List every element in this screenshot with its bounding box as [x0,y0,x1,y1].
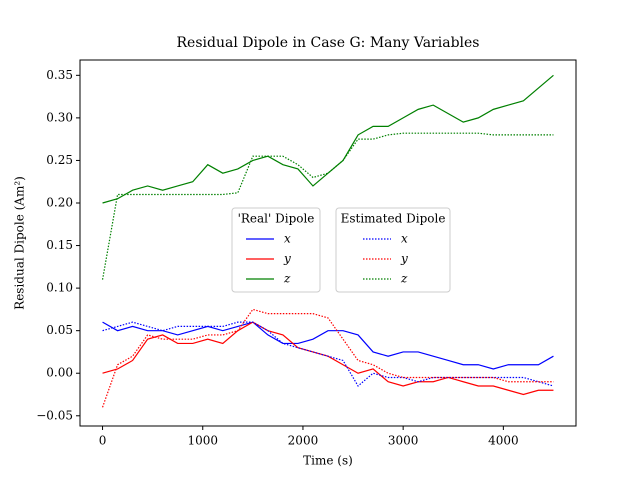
legend-title: Estimated Dipole [341,212,446,226]
x-tick-label: 0 [99,434,107,448]
chart-title: Residual Dipole in Case G: Many Variable… [177,35,480,51]
x-tick-label: 2000 [288,434,319,448]
series-line [102,321,554,387]
y-tick-label: 0.00 [46,366,73,380]
legend-label: x [401,232,408,246]
legend-label: y [283,252,291,266]
legend-label: z [283,272,291,286]
legend-label: z [400,272,408,286]
y-tick-label: 0.15 [46,238,73,252]
y-tick-label: −0.05 [36,408,73,422]
legend-label: y [400,252,408,266]
legend-box [231,207,321,293]
x-tick-label: 1000 [187,434,218,448]
y-tick-label: 0.20 [46,195,73,209]
y-tick-label: 0.35 [46,68,73,82]
series-line [102,321,554,370]
series-line [101,308,554,408]
legend: 'Real' Dipole xyz [231,207,321,293]
y-axis-label: Residual Dipole (Am²) [13,176,27,310]
plot-frame [79,59,577,427]
y-tick-label: 0.25 [46,153,73,167]
legend-box [335,207,451,293]
x-axis-label: Time (s) [303,454,353,468]
x-tick-label: 3000 [388,434,419,448]
legend-label: x [284,232,291,246]
y-tick-label: 0.10 [46,281,73,295]
x-tick-label: 4000 [488,434,519,448]
series-line [101,132,554,280]
legend: Estimated Dipole xyz [335,207,451,293]
y-tick-label: 0.05 [46,323,73,337]
series-line [102,74,554,204]
legend-title: 'Real' Dipole [238,212,315,226]
y-tick-label: 0.30 [46,110,73,124]
